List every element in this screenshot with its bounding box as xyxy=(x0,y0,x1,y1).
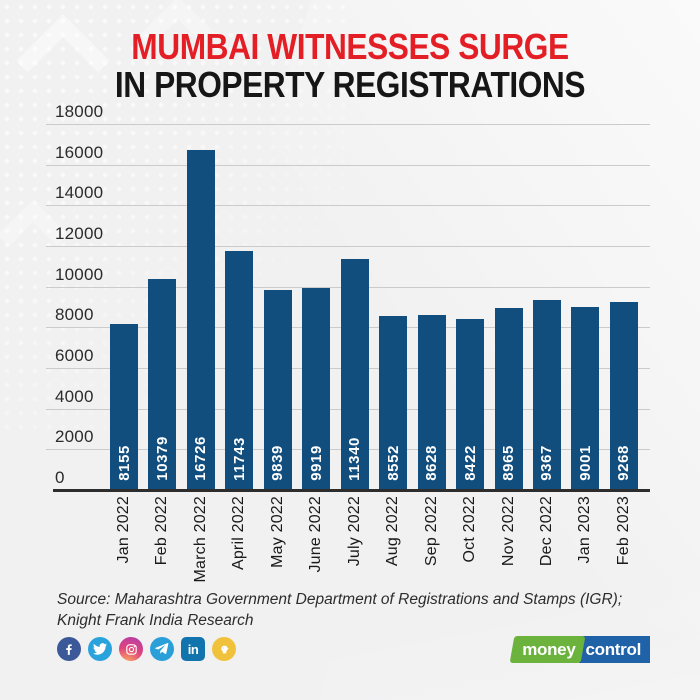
x-axis-category-label: Aug 2022 xyxy=(384,496,402,567)
bar-value-label: 8155 xyxy=(115,445,133,481)
x-axis-label-cell: March 2022 xyxy=(187,496,215,596)
x-axis-label-cell: Jan 2022 xyxy=(110,496,138,596)
twitter-icon[interactable] xyxy=(88,637,112,661)
bar-value-label: 9001 xyxy=(576,445,594,481)
linkedin-icon[interactable]: in xyxy=(181,637,205,661)
bar: 9268 xyxy=(609,301,638,490)
instagram-icon[interactable] xyxy=(119,637,143,661)
bar: 8628 xyxy=(417,314,446,490)
bar-value-label: 9367 xyxy=(538,445,556,481)
koo-icon[interactable] xyxy=(212,637,236,661)
source-line-1: Source: Maharashtra Government Departmen… xyxy=(57,591,623,608)
x-axis-label-cell: Feb 2022 xyxy=(148,496,176,596)
y-axis-tick-label: 2000 xyxy=(55,427,94,447)
x-axis-category-label: Feb 2022 xyxy=(153,496,171,566)
y-axis-tick-label: 16000 xyxy=(55,142,104,162)
x-axis-label-cell: Sep 2022 xyxy=(418,496,446,596)
bar: 9919 xyxy=(302,288,331,490)
gridline xyxy=(46,246,650,247)
x-axis-labels: Jan 2022 Feb 2022 March 2022 April 2022 May … xyxy=(110,496,638,596)
bar-value-label: 11743 xyxy=(230,437,248,481)
bar: 11743 xyxy=(225,251,254,490)
y-axis-tick-label: 14000 xyxy=(55,183,104,203)
y-axis-tick-label: 18000 xyxy=(55,102,104,121)
bar-value-label: 9268 xyxy=(615,445,633,481)
source-line-2: Knight Frank India Research xyxy=(57,611,254,629)
facebook-icon[interactable] xyxy=(57,637,81,661)
bars-group: 8155 10379 16726 11743 9839 9919 11340 8552 8628… xyxy=(110,124,638,490)
bar: 8422 xyxy=(456,318,485,490)
x-axis-label-cell: Jan 2023 xyxy=(571,496,599,596)
bar-chart-plot-area: 8155 10379 16726 11743 9839 9919 11340 8552 8628… xyxy=(46,102,650,492)
social-icons-row: in xyxy=(57,637,236,661)
x-axis-category-label: Nov 2022 xyxy=(499,496,517,567)
linkedin-in-glyph: in xyxy=(187,641,199,657)
bar-value-label: 9919 xyxy=(307,445,325,481)
bar: 16726 xyxy=(186,149,215,490)
title-line-2: IN PROPERTY REGISTRATIONS xyxy=(114,64,586,105)
x-axis-category-label: Oct 2022 xyxy=(461,496,479,563)
logo-control-segment: control xyxy=(579,636,650,663)
gridline xyxy=(46,124,650,125)
x-axis-label-cell: Dec 2022 xyxy=(533,496,561,596)
gridline xyxy=(46,205,650,207)
bar-value-label: 16726 xyxy=(192,436,210,481)
bar: 8155 xyxy=(110,324,138,490)
telegram-icon[interactable] xyxy=(150,637,174,661)
bar: 8965 xyxy=(494,307,523,490)
bar-value-label: 11340 xyxy=(346,437,364,481)
bar: 11340 xyxy=(340,259,369,490)
bar: 9367 xyxy=(532,299,561,490)
source-attribution: Source: Maharashtra Government Departmen… xyxy=(57,590,622,632)
bar: 10379 xyxy=(148,278,177,490)
x-axis-label-cell: May 2022 xyxy=(264,496,292,596)
y-axis-tick-label: 4000 xyxy=(55,386,94,406)
bar-value-label: 8628 xyxy=(423,445,441,481)
logo-money-segment: money xyxy=(512,636,583,663)
bar-value-label: 9839 xyxy=(269,445,287,481)
x-axis-category-label: Feb 2023 xyxy=(614,496,632,566)
y-axis-tick-label: 0 xyxy=(55,468,65,487)
x-axis-label-cell: Aug 2022 xyxy=(379,496,407,596)
bar-value-label: 8422 xyxy=(461,445,479,481)
header: MUMBAI WITNESSES SURGE IN PROPERTY REGIS… xyxy=(0,28,700,104)
y-axis-tick-label: 12000 xyxy=(55,223,104,243)
x-axis-label-cell: Feb 2023 xyxy=(610,496,638,596)
x-axis-category-label: March 2022 xyxy=(191,496,209,583)
bar: 9001 xyxy=(571,306,600,490)
moneycontrol-logo: money control xyxy=(512,636,650,663)
x-axis-category-label: June 2022 xyxy=(307,496,325,573)
y-axis-tick-label: 8000 xyxy=(55,305,94,325)
x-axis-category-label: Sep 2022 xyxy=(422,496,440,567)
x-axis-category-label: July 2022 xyxy=(345,496,363,567)
x-axis-category-label: Dec 2022 xyxy=(537,496,555,567)
x-axis-label-cell: June 2022 xyxy=(302,496,330,596)
y-axis-tick-label: 6000 xyxy=(55,345,94,365)
x-axis-category-label: April 2022 xyxy=(230,496,248,571)
x-axis-category-label: Jan 2023 xyxy=(576,496,594,564)
y-axis-tick-label: 10000 xyxy=(55,264,104,284)
x-axis-label-cell: Oct 2022 xyxy=(456,496,484,596)
bar-value-label: 8552 xyxy=(384,445,402,481)
title-line-1: MUMBAI WITNESSES SURGE xyxy=(131,26,569,67)
x-axis-category-label: Jan 2022 xyxy=(115,496,132,564)
bar: 9839 xyxy=(263,289,292,490)
x-axis-label-cell: Nov 2022 xyxy=(495,496,523,596)
x-axis-line xyxy=(53,489,650,492)
x-axis-category-label: May 2022 xyxy=(268,496,286,568)
gridline xyxy=(46,164,650,166)
x-axis-label-cell: April 2022 xyxy=(225,496,253,596)
x-axis-label-cell: July 2022 xyxy=(341,496,369,596)
bar-value-label: 10379 xyxy=(153,436,171,481)
bar: 8552 xyxy=(379,316,408,490)
bar-value-label: 8965 xyxy=(500,445,518,481)
